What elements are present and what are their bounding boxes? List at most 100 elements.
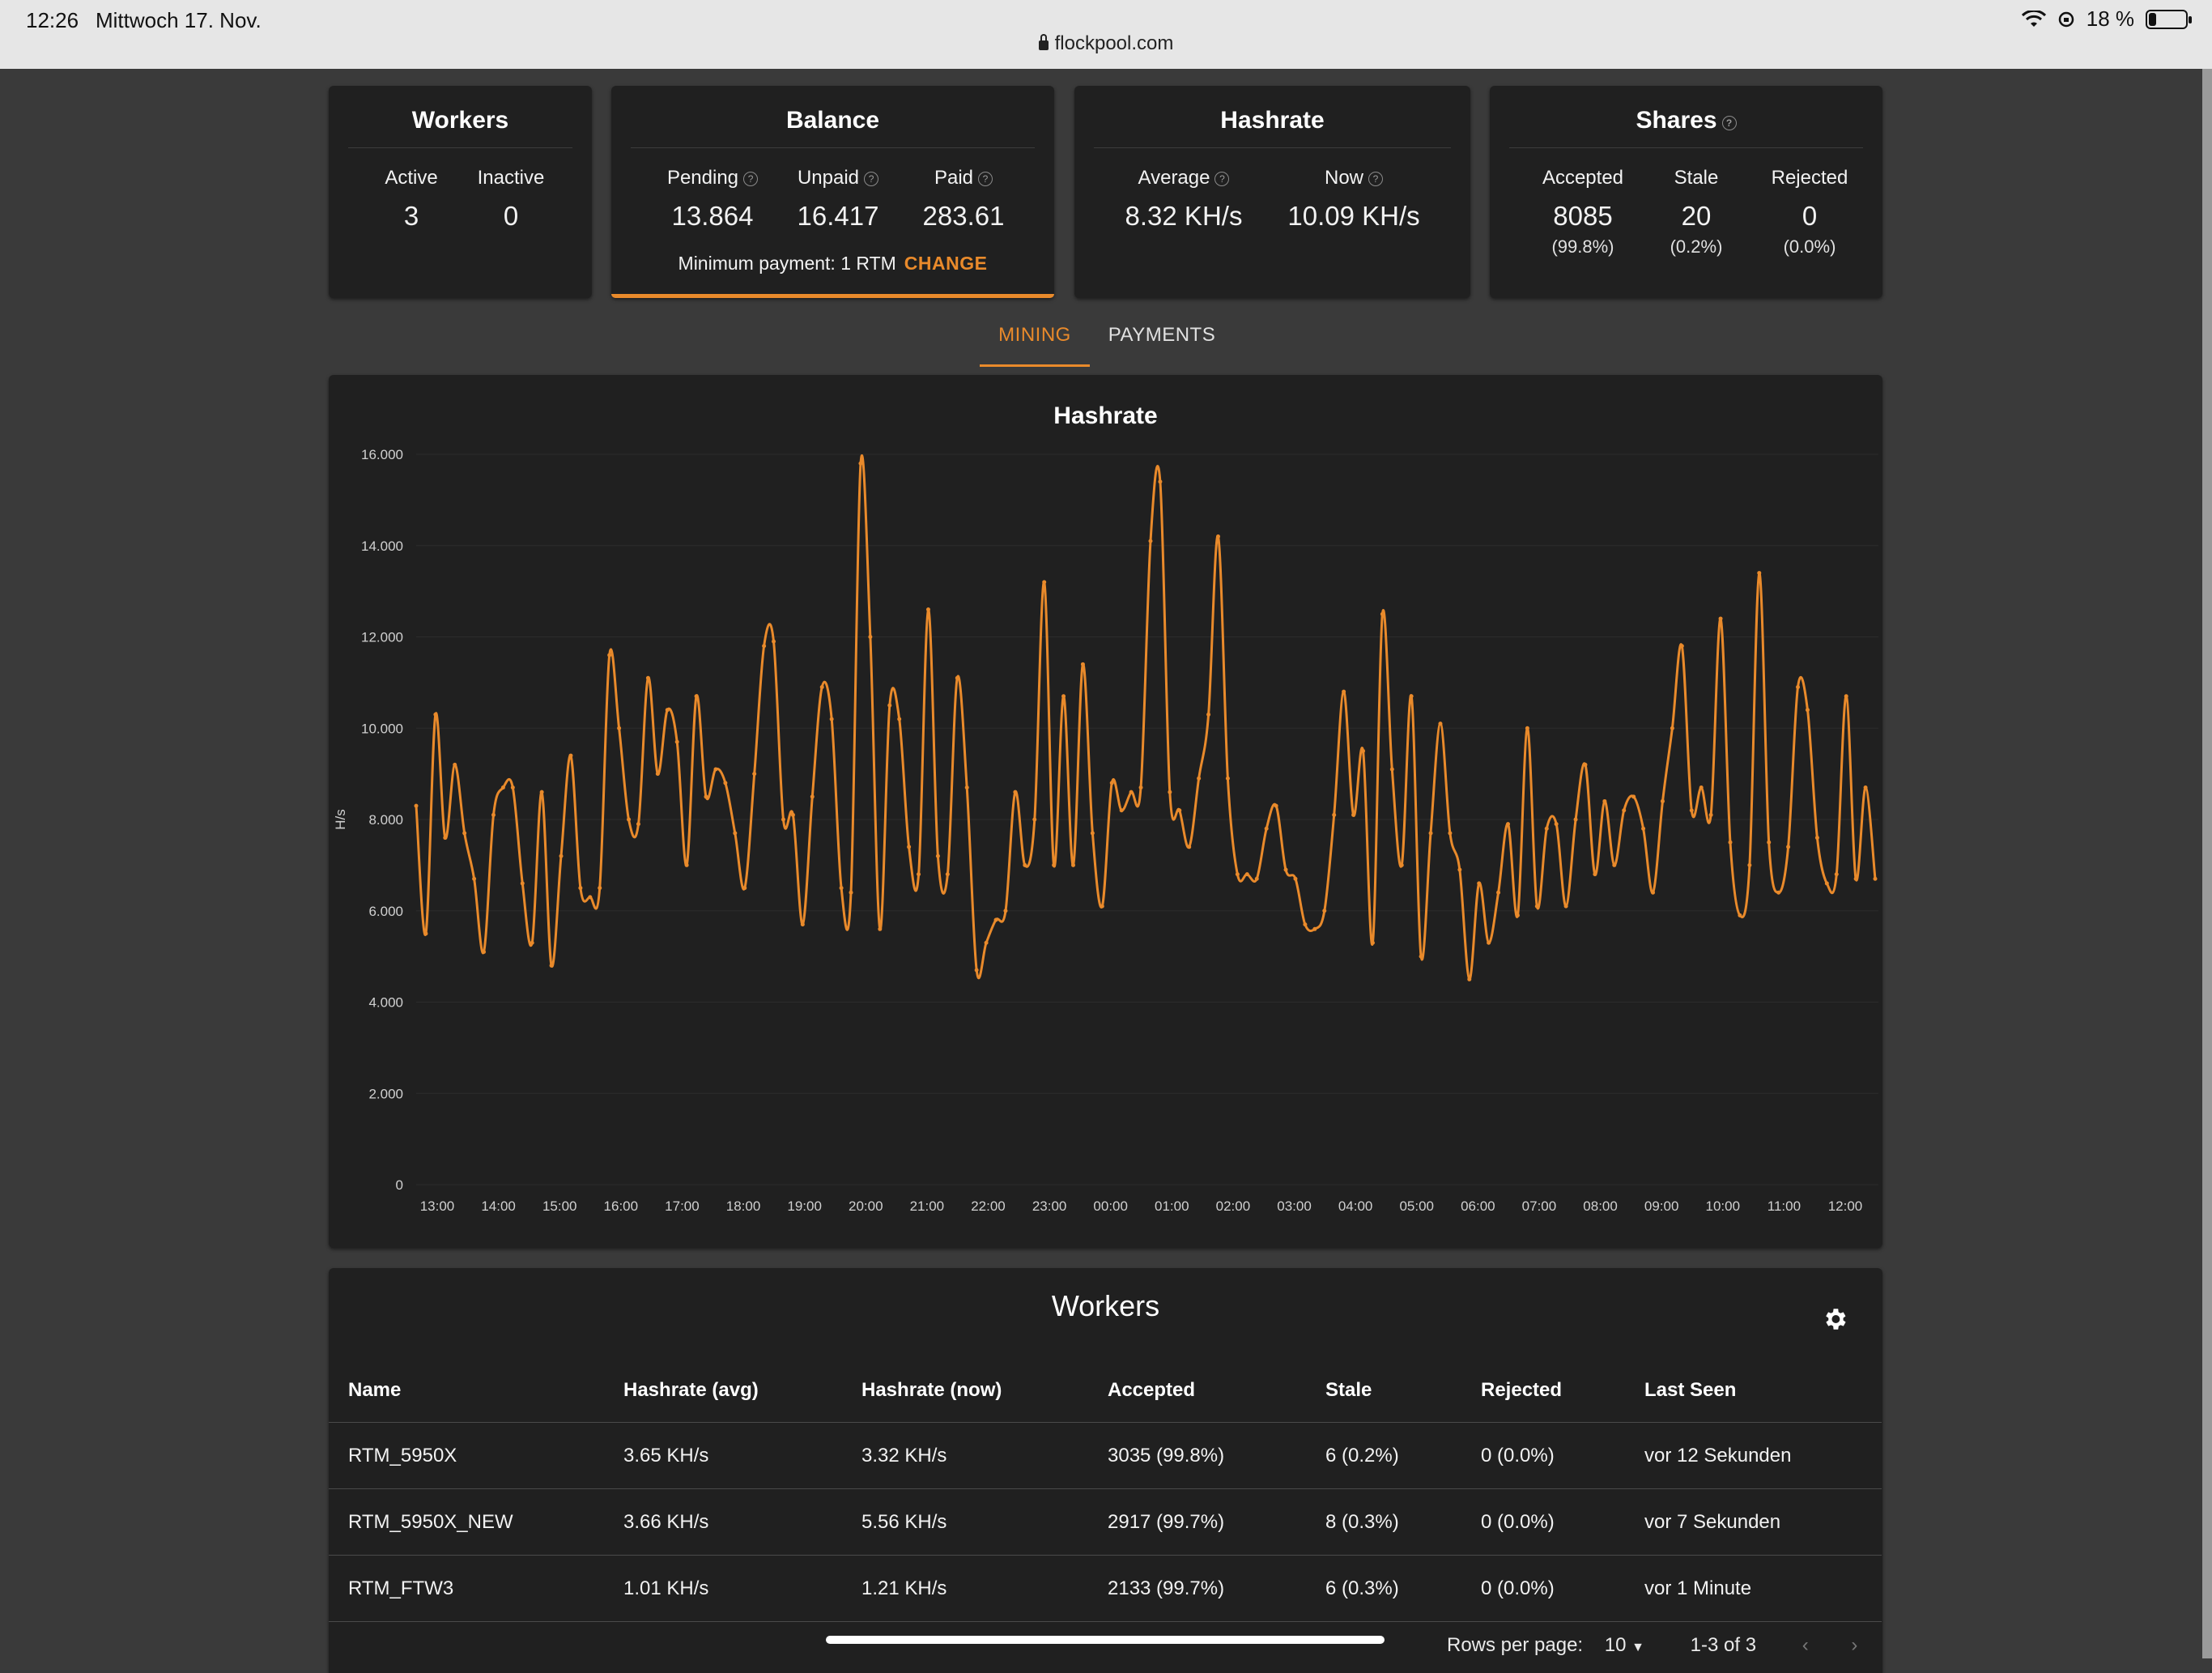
data-point[interactable] [1612, 862, 1617, 867]
data-point[interactable] [1593, 872, 1597, 877]
data-point[interactable] [772, 639, 776, 644]
data-point[interactable] [1187, 845, 1192, 849]
data-point[interactable] [559, 854, 564, 858]
data-point[interactable] [1389, 767, 1394, 772]
data-point[interactable] [1032, 817, 1037, 822]
data-point[interactable] [945, 872, 950, 877]
data-point[interactable] [1834, 872, 1839, 877]
data-point[interactable] [1602, 798, 1607, 803]
data-point[interactable] [1525, 726, 1529, 730]
data-point[interactable] [1554, 822, 1559, 827]
data-point[interactable] [1457, 867, 1462, 872]
data-point[interactable] [598, 886, 602, 891]
data-point[interactable] [636, 822, 640, 827]
data-point[interactable] [1399, 862, 1404, 867]
data-point[interactable] [1477, 881, 1482, 886]
data-point[interactable] [810, 794, 815, 799]
data-point[interactable] [1873, 876, 1878, 881]
data-point[interactable] [1042, 580, 1047, 585]
data-point[interactable] [607, 653, 612, 658]
data-point[interactable] [925, 607, 930, 612]
data-point[interactable] [1544, 826, 1549, 831]
data-point[interactable] [1506, 822, 1511, 827]
data-point[interactable] [568, 753, 573, 758]
data-point[interactable] [1708, 812, 1713, 817]
data-point[interactable] [1448, 831, 1453, 836]
change-min-payment-button[interactable]: CHANGE [904, 253, 988, 274]
data-point[interactable] [1796, 685, 1801, 690]
help-icon[interactable]: ? [1721, 116, 1737, 130]
data-point[interactable] [1274, 803, 1278, 808]
data-point[interactable] [1138, 785, 1143, 790]
data-point[interactable] [1853, 876, 1858, 881]
data-point[interactable] [1197, 776, 1202, 781]
data-point[interactable] [907, 845, 912, 849]
data-point[interactable] [1264, 826, 1269, 831]
data-point[interactable] [510, 785, 515, 790]
data-point[interactable] [443, 836, 448, 841]
data-point[interactable] [713, 767, 718, 772]
data-point[interactable] [1622, 808, 1627, 813]
column-header-rejected[interactable]: Rejected [1461, 1359, 1625, 1423]
gear-icon[interactable] [1821, 1305, 1848, 1333]
data-point[interactable] [935, 854, 940, 858]
data-point[interactable] [1148, 539, 1153, 543]
data-point[interactable] [704, 794, 708, 799]
data-point[interactable] [1419, 954, 1423, 959]
data-point[interactable] [500, 785, 505, 790]
data-point[interactable] [1332, 812, 1337, 817]
column-header-last-seen[interactable]: Last Seen [1625, 1359, 1882, 1423]
table-row[interactable]: RTM_5950X_NEW 3.66 KH/s 5.56 KH/s 2917 (… [329, 1488, 1882, 1556]
column-header-accepted[interactable]: Accepted [1088, 1359, 1306, 1423]
data-point[interactable] [1467, 977, 1472, 981]
data-point[interactable] [1583, 762, 1588, 767]
data-point[interactable] [433, 712, 438, 717]
data-point[interactable] [1303, 922, 1308, 927]
data-point[interactable] [762, 644, 767, 649]
data-point[interactable] [1023, 862, 1027, 867]
data-point[interactable] [723, 781, 728, 785]
data-point[interactable] [1651, 890, 1656, 895]
data-point[interactable] [733, 831, 738, 836]
chevron-left-icon[interactable]: ‹ [1802, 1634, 1809, 1656]
data-point[interactable] [800, 922, 805, 927]
data-point[interactable] [1679, 644, 1684, 649]
help-icon[interactable]: ? [864, 172, 879, 186]
data-point[interactable] [1225, 776, 1230, 781]
data-point[interactable] [1438, 722, 1443, 726]
data-point[interactable] [1747, 862, 1752, 867]
data-point[interactable] [790, 812, 795, 817]
help-icon[interactable]: ? [743, 172, 759, 186]
column-header-hashrate-now[interactable]: Hashrate (now) [842, 1359, 1088, 1423]
data-point[interactable] [472, 876, 477, 881]
data-point[interactable] [829, 717, 834, 722]
data-point[interactable] [1689, 808, 1694, 813]
data-point[interactable] [414, 803, 419, 808]
data-point[interactable] [423, 931, 428, 936]
data-point[interactable] [1283, 867, 1288, 872]
data-point[interactable] [1409, 694, 1414, 699]
data-point[interactable] [1573, 817, 1578, 822]
data-point[interactable] [1061, 694, 1066, 699]
column-header-stale[interactable]: Stale [1306, 1359, 1461, 1423]
data-point[interactable] [1805, 708, 1810, 713]
data-point[interactable] [453, 762, 457, 767]
data-point[interactable] [1070, 862, 1075, 867]
data-point[interactable] [917, 872, 921, 877]
data-point[interactable] [1119, 808, 1124, 813]
data-point[interactable] [1100, 904, 1104, 909]
data-point[interactable] [665, 708, 670, 713]
data-point[interactable] [1370, 940, 1375, 945]
data-point[interactable] [1080, 662, 1085, 666]
data-point[interactable] [1052, 862, 1057, 867]
data-point[interactable] [1342, 689, 1346, 694]
data-point[interactable] [819, 685, 824, 690]
data-point[interactable] [1312, 926, 1317, 931]
data-point[interactable] [984, 940, 989, 945]
data-point[interactable] [1767, 840, 1772, 845]
data-point[interactable] [1428, 831, 1433, 836]
data-point[interactable] [1670, 726, 1674, 730]
data-point[interactable] [1660, 798, 1665, 803]
data-point[interactable] [1351, 812, 1356, 817]
data-point[interactable] [1738, 913, 1742, 917]
